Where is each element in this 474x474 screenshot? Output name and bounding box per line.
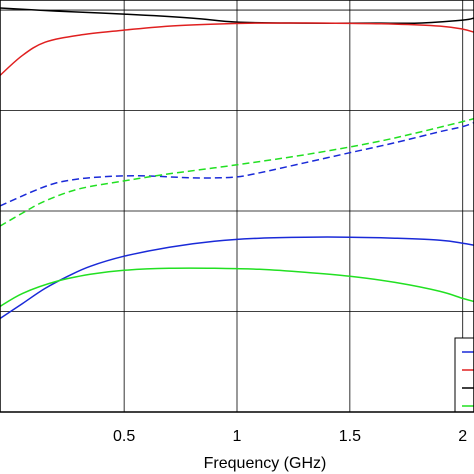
x-axis-label: Frequency (GHz): [204, 455, 327, 472]
chart-grid: [0, 0, 474, 412]
plot-frame: [0, 0, 474, 413]
series-line-2: [0, 22, 474, 76]
legend-frame: [454, 337, 474, 413]
x-tick-label: 2: [458, 428, 467, 445]
x-tick-label: 1: [233, 428, 242, 445]
x-tick-label: 1.5: [339, 428, 361, 445]
x-tick-label: 0.5: [113, 428, 135, 445]
legend-box: [454, 337, 474, 413]
series-line-3: [0, 121, 474, 207]
series-line-6: [0, 267, 474, 308]
chart-series-lines: [0, 7, 474, 320]
x-tick-labels: 0.5 1 1.5 2: [113, 428, 467, 445]
series-line-4: [0, 117, 474, 227]
series-line-5: [0, 236, 474, 320]
